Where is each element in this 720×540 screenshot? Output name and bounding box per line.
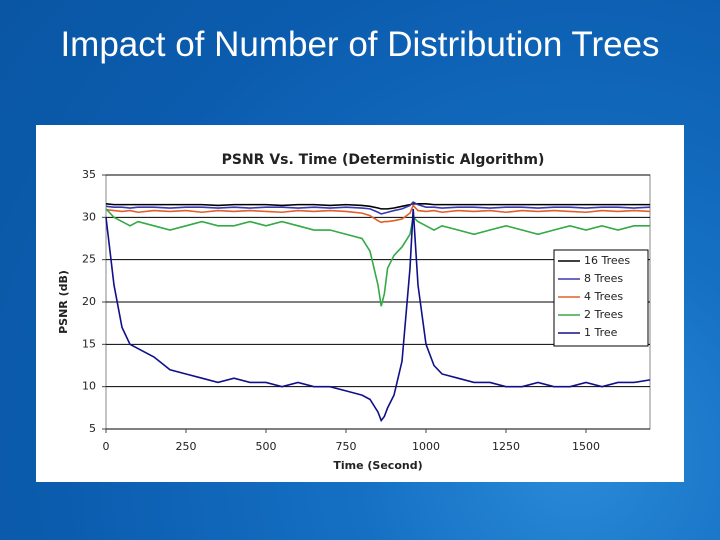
y-tick-label: 30 [82, 210, 96, 223]
series-line [105, 202, 650, 210]
y-tick-label: 5 [89, 422, 96, 435]
slide-title: Impact of Number of Distribution Trees [60, 25, 660, 64]
x-tick-label: 250 [176, 440, 197, 453]
legend-label: 4 Trees [584, 290, 623, 303]
x-tick-label: 0 [103, 440, 110, 453]
x-tick-label: 750 [336, 440, 357, 453]
y-tick-label: 25 [82, 253, 96, 266]
series-line [105, 208, 651, 423]
x-tick-label: 1250 [492, 440, 520, 453]
series-line [105, 208, 650, 307]
y-tick-label: 15 [82, 337, 96, 350]
series-line [105, 201, 651, 215]
x-axis-label: Time (Second) [333, 459, 422, 472]
legend-label: 2 Trees [584, 308, 623, 321]
chart-title: PSNR Vs. Time (Deterministic Algorithm) [222, 152, 545, 168]
series-line [105, 204, 651, 224]
y-tick-label: 35 [82, 168, 96, 181]
legend-label: 1 Tree [584, 326, 618, 339]
x-tick-label: 1000 [412, 440, 440, 453]
legend-label: 8 Trees [584, 272, 623, 285]
y-axis-label: PSNR (dB) [57, 270, 70, 334]
x-tick-label: 500 [256, 440, 277, 453]
y-tick-label: 10 [82, 380, 96, 393]
legend-label: 16 Trees [584, 254, 630, 267]
legend-box [553, 249, 649, 347]
x-tick-label: 1500 [572, 440, 600, 453]
y-tick-label: 20 [82, 295, 96, 308]
